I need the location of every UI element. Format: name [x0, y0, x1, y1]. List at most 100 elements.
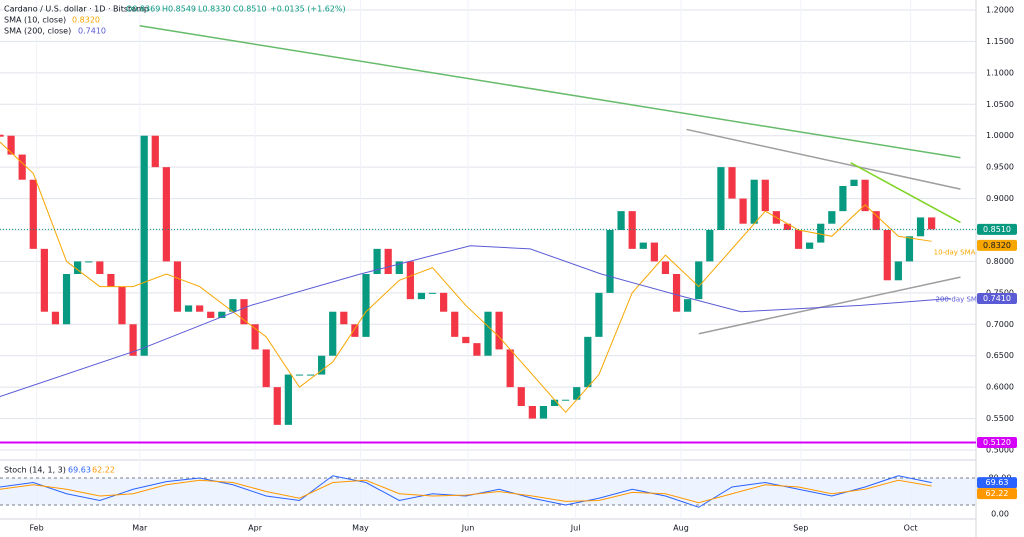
candle	[606, 230, 614, 293]
candle	[74, 261, 82, 274]
candle	[894, 261, 902, 281]
stoch-tick-label: 0.00	[991, 510, 1009, 519]
candle	[417, 292, 426, 300]
candle	[794, 230, 803, 249]
candle	[451, 311, 459, 337]
sma200-annotation: 200-day SMA	[935, 296, 981, 304]
x-tick-label: Aug	[673, 524, 689, 533]
stoch-line	[0, 479, 932, 504]
candle	[828, 211, 836, 224]
sma200-label-box	[977, 293, 1017, 305]
candle	[406, 261, 414, 300]
y-tick-label: 0.8000	[986, 257, 1014, 266]
candle	[273, 387, 281, 425]
sma10-label: 0.8320	[983, 241, 1011, 250]
stoch-k-label-box	[977, 477, 1017, 489]
candle	[484, 311, 492, 356]
y-tick-label: 0.5500	[986, 414, 1014, 423]
price-label-box	[977, 223, 1017, 235]
chart-title: Cardano / U.S. dollar · 1D · Bitstamp	[4, 5, 149, 14]
candle	[151, 135, 159, 168]
candle	[928, 217, 936, 230]
stoch-k-value: 69.63	[68, 466, 91, 475]
label-layer: Cardano / U.S. dollar · 1D · Bitstamp O0…	[4, 5, 1017, 533]
ohlc-open: O0.8369	[126, 5, 160, 14]
candle	[528, 406, 536, 419]
x-tick-label: Feb	[30, 524, 44, 533]
stoch-k-label: 69.63	[986, 478, 1009, 487]
candle	[628, 211, 636, 249]
candle	[51, 311, 60, 325]
candle	[905, 236, 914, 262]
candle	[650, 242, 658, 262]
x-tick-label: May	[352, 524, 369, 533]
x-tick-label: Sep	[793, 524, 808, 533]
sma-line	[0, 245, 951, 398]
candle	[872, 211, 880, 230]
candle	[0, 134, 4, 137]
y-tick-label: 1.0500	[986, 100, 1014, 109]
y-tick-label: 0.7000	[986, 320, 1014, 329]
candle	[340, 311, 348, 325]
sma10-annotation: 10-day SMA	[934, 248, 976, 256]
candle	[806, 242, 814, 249]
candle	[107, 274, 115, 287]
candle	[428, 292, 437, 294]
candle	[916, 217, 925, 237]
ohlc-low: L0.8330	[198, 5, 230, 14]
stoch-line	[0, 475, 932, 508]
candle	[728, 167, 736, 199]
candle	[218, 311, 226, 318]
candle	[573, 387, 581, 400]
candle	[207, 311, 215, 318]
x-tick-label: Jul	[570, 524, 581, 533]
candle	[173, 261, 182, 312]
candle	[196, 305, 204, 312]
mark-layer	[0, 24, 976, 508]
ohlc-change: +0.0135 (+1.62%)	[270, 5, 346, 14]
y-tick-label: 0.9000	[986, 194, 1014, 203]
candle	[750, 179, 758, 224]
candle	[661, 261, 670, 274]
candle	[384, 248, 392, 274]
y-tick-label: 1.1000	[986, 68, 1014, 77]
x-tick-label: Oct	[904, 524, 918, 533]
candle	[184, 305, 193, 312]
candle	[595, 292, 603, 337]
support-label-box	[977, 436, 1017, 448]
candle	[717, 167, 725, 230]
legend-sma200-value: 0.7410	[78, 27, 106, 36]
candle	[639, 242, 647, 249]
candle	[18, 154, 26, 180]
candle	[85, 261, 93, 263]
candle	[861, 179, 869, 212]
ohlc-close: C0.8510	[233, 5, 267, 14]
y-tick-label: 0.6500	[986, 351, 1014, 360]
candle	[695, 261, 703, 300]
candle	[162, 167, 170, 262]
price-label: 0.8510	[983, 225, 1011, 234]
candle	[395, 261, 403, 274]
candle	[29, 179, 37, 249]
candle	[672, 274, 681, 312]
candle	[295, 374, 304, 376]
trendline	[139, 24, 961, 159]
candle	[62, 274, 71, 325]
candle	[284, 374, 292, 425]
candle	[240, 299, 248, 325]
candle	[883, 230, 891, 281]
candle	[362, 274, 370, 337]
candle	[739, 198, 747, 224]
candle	[539, 406, 548, 419]
candle	[473, 343, 481, 356]
candle	[229, 299, 237, 312]
candle	[96, 261, 104, 274]
candle	[817, 223, 825, 243]
candle	[684, 299, 692, 312]
stoch-d-value: 62.22	[92, 466, 115, 475]
stoch-d-label-box	[977, 488, 1017, 500]
legend-sma200: SMA (200, close)	[4, 27, 71, 36]
legend-sma10-value: 0.8320	[72, 16, 100, 25]
candle	[506, 349, 514, 388]
